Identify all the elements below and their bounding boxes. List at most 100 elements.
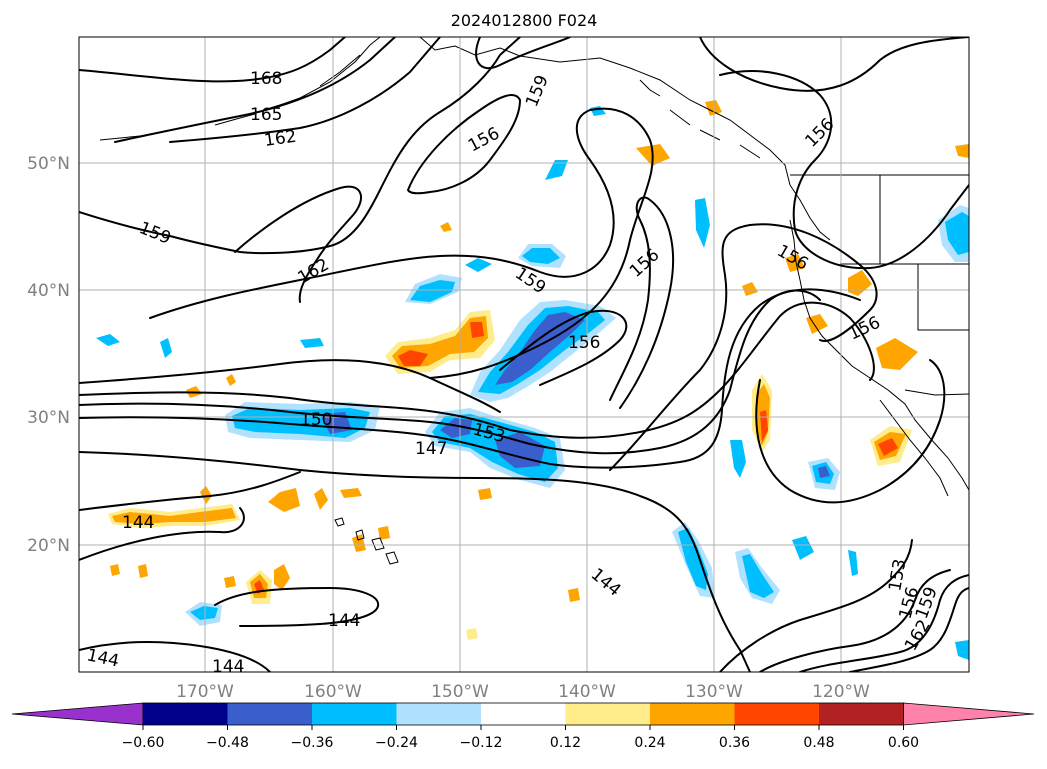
colorbar-tick-label: −0.12 [460, 735, 503, 751]
shade-warm-sw15 [568, 588, 580, 602]
contour-156-east-ridge [609, 196, 675, 409]
shade-warm-sw18 [466, 628, 478, 640]
shade-warm-sw14 [138, 564, 148, 578]
contour-label: 162 [295, 255, 333, 289]
latitude-labels: 50°N 40°N 30°N 20°N [27, 154, 70, 556]
contour-label: 150 [300, 410, 332, 430]
gridlines [79, 37, 969, 672]
colorbar-segment [312, 703, 397, 725]
shade-blue-sw4 [300, 338, 324, 348]
contour-159-main [79, 37, 521, 255]
colorbar-tick-label: 0.24 [634, 735, 665, 751]
shade-blue-se7 [695, 198, 710, 248]
shade-blue-se8 [955, 640, 969, 660]
colorbar-tick-label: 0.36 [719, 735, 750, 751]
shade-warm-sw16 [478, 488, 492, 500]
shade-warm-36n-core [398, 322, 484, 366]
contour-label: 156 [568, 333, 600, 353]
shade-blue-sw2 [96, 334, 120, 346]
shade-warm-east8 [742, 282, 758, 296]
shade-blue-ne2 [590, 106, 606, 116]
coast-us-west [789, 219, 969, 491]
colorbar-tick-label: −0.36 [291, 735, 334, 751]
contour-144-sw [79, 507, 245, 561]
shade-blue-mid-core [440, 418, 545, 468]
shade-warm-sw7 [274, 564, 290, 590]
shade-warm-sw2 [268, 488, 300, 512]
contour-jet-150 [79, 301, 875, 439]
coast-hawaii [334, 517, 399, 565]
shade-blue-45n [522, 248, 560, 264]
contour-144-south-loop [214, 587, 380, 627]
shade-blue-sw3 [160, 338, 172, 358]
contour-jet-144-b [79, 451, 751, 672]
lon-label: 170°W [176, 682, 234, 702]
contour-jet-144-a [79, 288, 861, 469]
colorbar-tick-label: −0.24 [375, 735, 418, 751]
contour-162-loop [234, 185, 362, 303]
shade-warm-sw10 [440, 222, 452, 232]
contour-label: 144 [212, 657, 244, 677]
shading-layer [96, 100, 969, 660]
coast-alaska [99, 37, 381, 141]
shade-warm-ne1 [955, 144, 969, 158]
map-title: 2024012800 F024 [451, 11, 598, 30]
border-mexico [904, 389, 969, 396]
contour-159-se [799, 574, 969, 672]
contour-jet-outer-n [79, 359, 501, 413]
shade-warm-east3 [876, 338, 918, 370]
contour-label: 144 [85, 645, 121, 671]
contour-165 [114, 37, 396, 143]
contour-layer [79, 37, 969, 672]
lon-label: 130°W [685, 682, 743, 702]
contour-162-north [169, 37, 441, 143]
colorbar-tick-label: 0.48 [803, 735, 834, 751]
shade-blue-se5 [818, 466, 830, 478]
colorbar-tick-label: 0.12 [550, 735, 581, 751]
lat-label: 30°N [27, 408, 70, 428]
lon-label: 140°W [558, 682, 616, 702]
colorbar-segment [227, 703, 313, 725]
shade-blue-se3 [792, 536, 814, 560]
shade-blue-42n [465, 258, 492, 272]
contour-label: 156 [801, 114, 838, 151]
lon-label: 120°W [812, 682, 870, 702]
coast-islands-aklaska [639, 79, 761, 159]
colorbar-segment [143, 703, 228, 725]
contour-168 [79, 37, 346, 83]
lat-label: 20°N [27, 536, 70, 556]
contour-label: 156 [626, 245, 664, 282]
shade-blue-48n [545, 160, 568, 180]
contour-label: 159 [522, 72, 553, 110]
colorbar-tick-label: 0.60 [888, 735, 919, 751]
contour-156-middle [499, 309, 628, 386]
shade-warm-sw3 [314, 488, 328, 510]
contour-156-ne [719, 70, 969, 270]
contour-144-bottom [79, 640, 271, 672]
contour-label: 144 [587, 565, 625, 601]
colorbar-segment [650, 703, 735, 725]
longitude-labels: 170°W 160°W 150°W 140°W 130°W 120°W [176, 682, 870, 702]
shade-warm-east2-red [878, 438, 898, 456]
colorbar-segment [819, 703, 904, 725]
contour-label: 162 [263, 127, 298, 151]
colorbar-segment [481, 703, 566, 725]
shade-warm-sw17 [224, 576, 236, 588]
shade-blue-40n [410, 280, 455, 302]
shade-blue-se6 [730, 440, 746, 478]
contour-label: 147 [415, 439, 447, 459]
contour-156-inner-east [609, 223, 878, 471]
contour-jet-147 [79, 289, 821, 455]
colorbar-segment [565, 703, 651, 725]
shade-warm-east7 [785, 254, 805, 272]
coast-gulf-alaska [419, 37, 791, 186]
lon-label: 160°W [304, 682, 362, 702]
colorbar-extend-high [903, 702, 1035, 726]
contour-153-se [719, 539, 913, 672]
contour-jet-144-c [79, 471, 301, 511]
colorbar-tick-label: −0.48 [206, 735, 249, 751]
contour-label: 159 [136, 218, 174, 249]
contour-156-se [759, 569, 951, 672]
